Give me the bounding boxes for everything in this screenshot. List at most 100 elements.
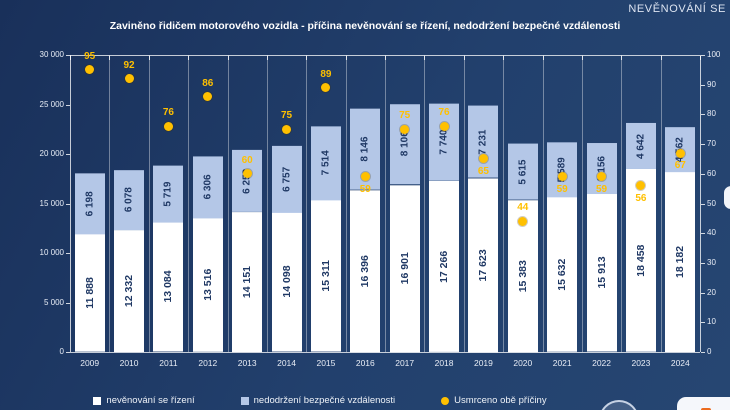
x-axis-year-label: 2013	[237, 358, 257, 368]
bar-segment-nedodrzeni-bezpecne-vzdalenosti: 6 198	[74, 172, 105, 235]
legend-swatch-square-icon	[93, 396, 102, 405]
x-axis-year-label: 2019	[473, 358, 493, 368]
x-axis-year-label: 2010	[119, 358, 139, 368]
right-axis-tick	[701, 352, 705, 353]
x-axis-year-label: 2014	[277, 358, 297, 368]
chart-legend: nevěnování se řízení nedodržení bezpečné …	[0, 395, 640, 406]
category-gridline	[660, 55, 662, 352]
x-axis-year-label: 2022	[592, 358, 612, 368]
right-axis-label: 80	[707, 109, 716, 119]
top-axis-tick	[463, 56, 465, 60]
right-axis-label: 60	[707, 168, 716, 178]
top-axis-tick	[503, 56, 505, 60]
top-axis-tick	[227, 56, 229, 60]
legend-item[interactable]: nedodržení bezpečné vzdálenosti	[240, 395, 395, 406]
x-axis-year-label: 2009	[80, 358, 100, 368]
left-axis-tick	[66, 154, 70, 155]
bottom-right-app-button[interactable]	[677, 397, 730, 410]
top-axis-tick	[542, 56, 544, 60]
category-gridline	[227, 55, 229, 352]
right-axis-tick	[701, 262, 705, 264]
right-axis-tick	[701, 233, 705, 235]
right-axis-line	[700, 55, 701, 352]
x-axis-year-label: 2018	[434, 358, 454, 368]
death-count-label: 59	[359, 183, 371, 195]
death-count-label: 65	[477, 165, 489, 177]
category-gridline	[188, 55, 190, 352]
left-axis-tick	[66, 55, 70, 56]
x-axis-year-label: 2011	[159, 358, 178, 368]
bar-segment-nevenovani-se-rizeni: 16 901	[389, 184, 420, 352]
category-gridline	[148, 55, 150, 352]
top-axis-tick	[424, 56, 426, 60]
x-axis-year-label: 2023	[631, 358, 651, 368]
bar-segment-nevenovani-se-rizeni: 12 332	[114, 229, 145, 352]
category-gridline	[385, 55, 386, 352]
top-axis-tick	[306, 56, 308, 60]
bar-segment-nedodrzeni-bezpecne-vzdalenosti: 7 514	[310, 126, 341, 201]
top-axis-tick	[581, 56, 583, 60]
category-gridline	[424, 55, 426, 352]
legend-label: Usmrceno obě příčiny	[454, 395, 547, 406]
x-axis-year-label: 2024	[670, 358, 690, 368]
bar-segment-nedodrzeni-bezpecne-vzdalenosti: 5 719	[153, 165, 184, 223]
top-axis-tick	[700, 56, 701, 60]
right-axis-label: 70	[707, 139, 716, 149]
top-axis-tick	[345, 56, 347, 60]
death-count-dot	[597, 172, 607, 182]
right-axis-tick	[701, 84, 705, 86]
death-count-dot	[242, 169, 252, 179]
x-axis-year-label: 2016	[355, 358, 375, 368]
top-axis-tick	[621, 56, 623, 60]
death-count-label: 59	[596, 183, 608, 195]
bar-segment-nevenovani-se-rizeni: 16 396	[350, 189, 381, 352]
x-axis-year-label: 2017	[395, 358, 415, 368]
left-axis-tick	[66, 104, 70, 106]
left-axis-line	[70, 55, 71, 352]
right-axis-label: 10	[707, 317, 716, 327]
bar-segment-nevenovani-se-rizeni: 15 913	[586, 194, 617, 352]
death-count-dot	[478, 154, 488, 164]
right-axis-tick	[701, 322, 705, 324]
death-count-label: 86	[202, 77, 214, 89]
death-count-label: 56	[635, 192, 647, 204]
bar-segment-nevenovani-se-rizeni: 14 098	[271, 212, 302, 352]
right-axis-tick	[701, 173, 705, 175]
right-axis-label: 30	[707, 257, 716, 267]
left-axis-tick	[66, 253, 70, 254]
top-axis-tick	[70, 56, 71, 60]
top-axis-tick	[109, 56, 111, 60]
death-count-label: 76	[162, 107, 174, 119]
right-axis-tick	[701, 144, 705, 146]
bar-segment-nedodrzeni-bezpecne-vzdalenosti: 6 078	[114, 169, 145, 230]
left-axis-tick	[66, 352, 70, 353]
death-count-label: 60	[241, 154, 253, 166]
bar-segment-nevenovani-se-rizeni: 18 182	[665, 171, 696, 352]
category-gridline	[266, 55, 268, 352]
death-count-label: 75	[399, 110, 411, 122]
death-count-label: 76	[438, 107, 450, 119]
death-count-label: 89	[320, 68, 332, 80]
legend-item[interactable]: nevěnování se řízení	[93, 395, 195, 406]
death-count-dot	[557, 172, 567, 182]
legend-swatch-square-icon	[240, 396, 249, 405]
category-gridline	[542, 55, 544, 352]
right-axis-label: 50	[707, 198, 716, 208]
x-axis-year-label: 2020	[513, 358, 533, 368]
legend-item[interactable]: Usmrceno obě příčiny	[441, 395, 547, 406]
death-count-dot	[400, 124, 410, 134]
death-count-dot	[675, 148, 685, 158]
bar-segment-nevenovani-se-rizeni: 11 888	[74, 234, 105, 352]
page-watermark: NEVĚNOVÁNÍ SE	[628, 3, 726, 15]
death-count-label: 67	[674, 160, 686, 171]
death-count-label: 92	[123, 59, 135, 71]
death-count-dot	[360, 172, 370, 182]
category-gridline	[345, 55, 347, 352]
death-count-label: 44	[517, 202, 529, 214]
death-count-dot	[85, 65, 95, 75]
right-axis-label: 20	[707, 287, 716, 297]
right-edge-panel-button[interactable]	[724, 186, 730, 209]
right-axis-tick	[701, 203, 705, 205]
category-gridline	[503, 55, 505, 352]
